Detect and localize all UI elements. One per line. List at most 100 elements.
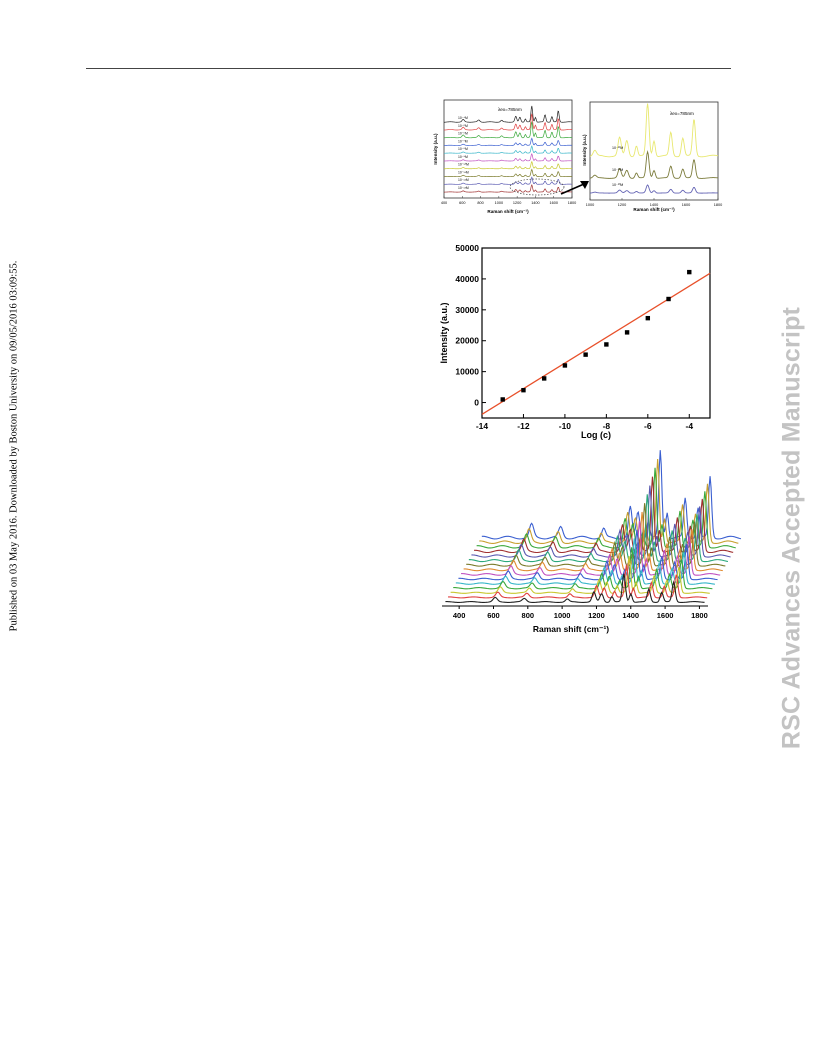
- zoom-x-tick-label: 1400: [650, 203, 658, 207]
- stacked-x-tick-label: 800: [477, 201, 483, 205]
- stacked-spectra-chart: 10⁻⁴M 10⁻⁵M 10⁻⁶M 10⁻⁷M 10⁻⁸M 10⁻⁹M 10⁻¹⁰M 10⁻¹…: [433, 99, 576, 214]
- calibration-point: [541, 376, 547, 381]
- zoom-series-line: [589, 150, 719, 179]
- calibration-y-label: Intensity (a.u.): [439, 302, 449, 363]
- stacked-series-label: 10⁻⁸M: [458, 147, 468, 151]
- calibration-x-tick-label: -4: [685, 421, 693, 431]
- stacked-series-line: [443, 121, 573, 139]
- waterfall-series-line: [474, 476, 734, 554]
- calibration-point: [666, 296, 671, 302]
- zoom-x-tick-label: 1000: [586, 203, 594, 207]
- waterfall-series-line: [479, 458, 739, 544]
- calibration-y-tick-label: 30000: [455, 305, 479, 315]
- zoom-x-tick-label: 1800: [714, 203, 722, 207]
- calibration-point: [521, 387, 526, 393]
- waterfall-x-tick-label: 400: [453, 611, 466, 620]
- zoom-arrow: [560, 181, 589, 195]
- watermark-text: RSC Advances Accepted Manuscript: [777, 306, 806, 750]
- zoom-annotation: λex=785nm: [670, 111, 694, 116]
- calibration-x-tick-label: -6: [644, 421, 652, 431]
- stacked-series-line: [443, 105, 573, 123]
- waterfall-series-line: [476, 467, 736, 549]
- calibration-x-tick-label: -10: [559, 421, 572, 431]
- stacked-y-label: Intensity (a.u.): [433, 133, 438, 165]
- waterfall-x-label: Raman shift (cm⁻¹): [533, 624, 609, 634]
- waterfall-x-tick-label: 1800: [691, 611, 708, 620]
- waterfall-series-line: [463, 511, 723, 572]
- zoom-y-label: Intensity (a.u.): [582, 134, 587, 166]
- zoom-x-tick-label: 1600: [682, 203, 690, 207]
- zoom-series-line: [589, 184, 719, 194]
- calibration-y-tick-label: 20000: [455, 336, 479, 346]
- waterfall-series-line: [448, 564, 708, 599]
- waterfall-series-line: [458, 529, 718, 581]
- waterfall-x-tick-label: 1600: [657, 611, 674, 620]
- stacked-series-line: [443, 160, 573, 170]
- zoom-series-label: 10⁻¹¹M: [612, 146, 623, 150]
- waterfall-series-line: [455, 538, 716, 585]
- stacked-series-line: [443, 176, 573, 185]
- stacked-x-tick-label: 600: [459, 201, 465, 205]
- stacked-annotation: λex=785nm: [498, 107, 522, 112]
- stacked-x-tick-label: 1400: [531, 201, 539, 205]
- stacked-series-label: 10⁻⁹M: [458, 155, 468, 159]
- calibration-chart: -14 -12 -10 -8 -6 -4 0 10000 20000 30000 40000 5000…: [439, 243, 711, 440]
- calibration-x-label: Log (c): [581, 430, 611, 440]
- stacked-x-tick-label: 1800: [568, 201, 576, 205]
- header-rule: [86, 68, 731, 69]
- stacked-series-line: [444, 152, 573, 162]
- calibration-x-tick-label: -12: [517, 421, 530, 431]
- calibration-point: [624, 330, 630, 335]
- waterfall-x-tick-label: 800: [522, 611, 535, 620]
- stacked-x-label: Raman shift (cm⁻¹): [487, 209, 529, 214]
- publication-note-text: Published on 03 May 2016. Downloaded by …: [8, 260, 20, 632]
- stacked-series-label: 10⁻⁵M: [458, 124, 468, 128]
- stacked-series-label: 10⁻¹⁰M: [458, 163, 469, 167]
- stacked-series-label: 10⁻⁶M: [458, 132, 468, 136]
- stacked-x-tick-label: 1000: [495, 201, 503, 205]
- waterfall-series-line: [453, 547, 713, 590]
- calibration-point: [562, 363, 568, 368]
- calibration-y-tick-label: 40000: [455, 274, 479, 284]
- waterfall-series-line: [461, 520, 721, 576]
- stacked-series-line: [443, 113, 573, 131]
- stacked-series-label: 10⁻¹²M: [458, 178, 469, 182]
- calibration-x-tick-label: -8: [603, 421, 611, 431]
- waterfall-x-tick-label: 600: [487, 611, 500, 620]
- stacked-series-line: [443, 168, 573, 177]
- waterfall-series-line: [468, 494, 729, 563]
- waterfall-series-line: [466, 503, 726, 567]
- stacked-series-label: 10⁻⁴M: [458, 116, 468, 120]
- waterfall-x-tick-label: 1200: [588, 611, 605, 620]
- zoom-series-label: 10⁻¹³M: [612, 183, 623, 187]
- waterfall-series-line: [450, 556, 710, 594]
- calibration-point: [687, 269, 692, 275]
- calibration-fit-line: [481, 272, 711, 415]
- waterfall-chart: 400 600 800 1000 1200 1400 1600 1800 Raman shif…: [442, 450, 742, 634]
- watermark: RSC Advances Accepted Manuscript: [770, 0, 816, 1056]
- stacked-series-label: 10⁻¹³M: [458, 186, 469, 190]
- calibration-y-tick-label: 10000: [455, 367, 479, 377]
- calibration-point: [583, 352, 588, 357]
- calibration-point: [604, 342, 609, 347]
- calibration-x-tick-label: -14: [476, 421, 489, 431]
- waterfall-series-line: [471, 485, 731, 558]
- zoom-series-label: 10⁻¹²M: [612, 168, 623, 172]
- zoom-x-label: Raman shift (cm⁻¹): [633, 207, 675, 212]
- publication-note: Published on 03 May 2016. Downloaded by …: [0, 0, 28, 1056]
- zoom-x-tick-label: 1200: [618, 203, 626, 207]
- stacked-x-tick-label: 400: [441, 201, 447, 205]
- stacked-x-tick-label: 1600: [549, 201, 557, 205]
- stacked-series-line: [443, 145, 573, 154]
- stacked-series-label: 10⁻¹¹M: [458, 170, 469, 174]
- calibration-point: [500, 397, 505, 402]
- waterfall-x-tick-label: 1000: [554, 611, 571, 620]
- calibration-point: [645, 315, 651, 321]
- stacked-series-line: [444, 184, 573, 193]
- stacked-series-label: 10⁻⁷M: [458, 139, 468, 143]
- waterfall-x-tick-label: 1400: [622, 611, 639, 620]
- stacked-series-line: [443, 137, 573, 146]
- calibration-y-tick-label: 0: [474, 398, 479, 408]
- stacked-x-tick-label: 1200: [513, 201, 521, 205]
